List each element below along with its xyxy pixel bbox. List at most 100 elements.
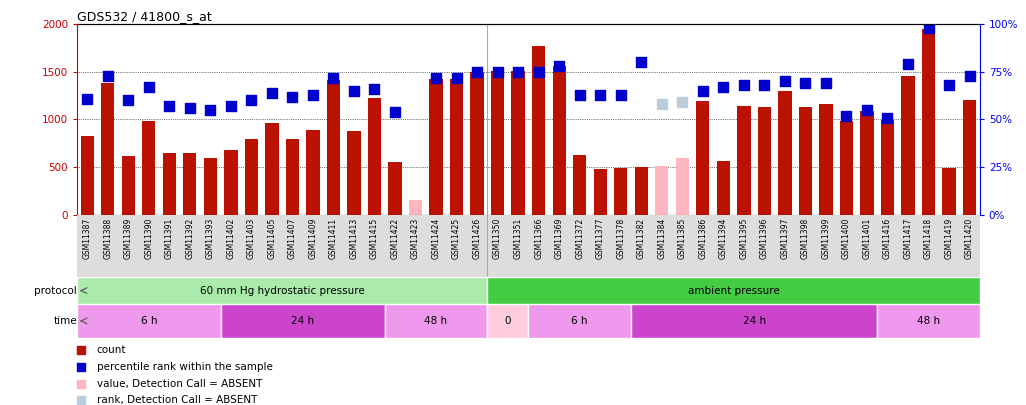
Bar <box>552 66 565 215</box>
Point <box>674 99 690 106</box>
Text: GSM11399: GSM11399 <box>822 218 830 259</box>
Point <box>448 75 465 81</box>
Text: ambient pressure: ambient pressure <box>687 286 780 296</box>
Point <box>510 69 526 75</box>
Point <box>715 84 732 90</box>
Point <box>530 69 547 75</box>
Bar <box>696 101 709 215</box>
Text: GSM11397: GSM11397 <box>781 218 789 259</box>
Point <box>961 72 978 79</box>
Text: GSM11385: GSM11385 <box>678 218 686 259</box>
Bar <box>490 71 504 215</box>
Bar <box>655 166 668 215</box>
Point <box>879 114 896 121</box>
Text: GSM11395: GSM11395 <box>740 218 748 259</box>
Bar <box>203 158 216 215</box>
Point <box>161 103 177 109</box>
Bar <box>244 139 258 215</box>
Text: 6 h: 6 h <box>141 316 157 326</box>
Text: GSM11419: GSM11419 <box>945 218 953 259</box>
Point <box>264 90 280 96</box>
Text: count: count <box>96 345 126 355</box>
Bar <box>634 167 647 215</box>
Bar <box>285 139 299 215</box>
Text: GSM11396: GSM11396 <box>760 218 768 259</box>
Point <box>756 82 773 88</box>
Point <box>654 101 670 107</box>
Text: 24 h: 24 h <box>291 316 314 326</box>
Text: GDS532 / 41800_s_at: GDS532 / 41800_s_at <box>77 10 211 23</box>
Point <box>73 364 89 370</box>
Text: GSM11418: GSM11418 <box>924 218 933 259</box>
Text: GSM11415: GSM11415 <box>370 218 379 259</box>
Text: GSM11394: GSM11394 <box>719 218 727 259</box>
Point <box>120 97 136 104</box>
Text: GSM11388: GSM11388 <box>104 218 112 259</box>
Point <box>920 25 937 31</box>
Text: GSM11392: GSM11392 <box>186 218 194 259</box>
Bar <box>757 107 771 215</box>
Bar <box>408 200 422 215</box>
Point <box>182 105 198 111</box>
Point <box>859 107 875 113</box>
Bar <box>614 168 627 215</box>
Text: GSM11400: GSM11400 <box>842 218 851 259</box>
Bar <box>221 304 385 338</box>
Text: GSM11382: GSM11382 <box>637 218 645 259</box>
Text: protocol: protocol <box>34 286 77 296</box>
Point <box>100 72 116 79</box>
Bar <box>593 169 606 215</box>
Point <box>73 347 89 354</box>
Text: GSM11424: GSM11424 <box>432 218 440 259</box>
Bar <box>921 29 935 215</box>
Bar <box>306 130 319 215</box>
Text: GSM11402: GSM11402 <box>227 218 235 259</box>
Bar <box>388 162 401 215</box>
Text: GSM11372: GSM11372 <box>576 218 584 259</box>
Bar <box>183 153 196 215</box>
Point <box>428 75 444 81</box>
Text: GSM11391: GSM11391 <box>165 218 173 259</box>
Bar <box>962 100 976 215</box>
Text: GSM11411: GSM11411 <box>329 218 338 259</box>
Bar <box>737 106 750 215</box>
Point <box>941 82 957 88</box>
Point <box>838 113 855 119</box>
Point <box>695 88 711 94</box>
Point <box>489 69 506 75</box>
Point <box>900 61 916 68</box>
Bar <box>77 277 487 304</box>
Text: GSM11386: GSM11386 <box>699 218 707 259</box>
Bar <box>449 79 463 215</box>
Point <box>325 75 342 81</box>
Bar <box>511 71 524 215</box>
Bar <box>716 161 729 215</box>
Text: GSM11389: GSM11389 <box>124 218 132 259</box>
Bar <box>162 153 175 215</box>
Bar <box>819 104 832 215</box>
Text: GSM11393: GSM11393 <box>206 218 214 259</box>
Text: GSM11409: GSM11409 <box>309 218 317 259</box>
Text: 0: 0 <box>505 316 511 326</box>
Text: 48 h: 48 h <box>917 316 940 326</box>
Bar <box>487 304 528 338</box>
Point <box>73 397 89 403</box>
Bar <box>631 304 877 338</box>
Bar <box>528 304 631 338</box>
Point <box>284 94 301 100</box>
Text: GSM11387: GSM11387 <box>83 218 91 259</box>
Bar <box>347 131 360 215</box>
Bar <box>573 155 586 215</box>
Bar <box>675 158 688 215</box>
Point <box>346 88 362 94</box>
Text: 6 h: 6 h <box>571 316 588 326</box>
Text: GSM11420: GSM11420 <box>965 218 974 259</box>
Point <box>73 380 89 387</box>
Text: GSM11369: GSM11369 <box>555 218 563 259</box>
Bar <box>531 46 545 215</box>
Text: GSM11366: GSM11366 <box>535 218 543 259</box>
Point <box>797 80 814 87</box>
Point <box>366 86 383 92</box>
Bar <box>429 79 442 215</box>
Bar <box>778 91 791 215</box>
